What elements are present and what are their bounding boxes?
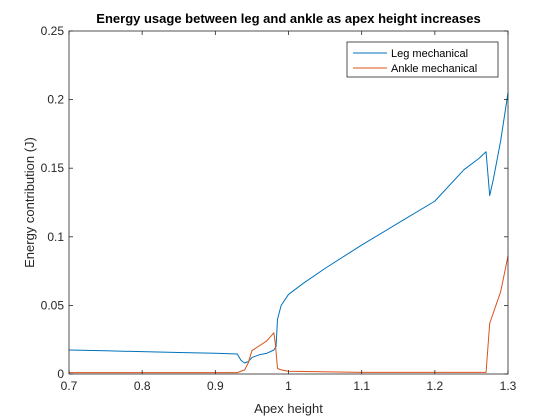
- series-line-leg-mechanical: [68, 92, 509, 364]
- x-tick-label: 1.2: [426, 379, 443, 393]
- x-tick-label: 0.7: [61, 379, 78, 393]
- legend-label: Ankle mechanical: [391, 63, 477, 75]
- legend-box: [346, 41, 499, 78]
- chart-title: Energy usage between leg and ankle as ap…: [96, 11, 480, 26]
- y-tick-label: 0.15: [41, 161, 65, 175]
- y-tick-label: 0: [57, 367, 64, 381]
- plot-area: [69, 31, 508, 374]
- series-line-ankle-mechanical: [69, 255, 509, 374]
- y-tick-label: 0.1: [47, 230, 64, 244]
- y-tick-label: 0.05: [41, 298, 65, 312]
- x-tick-label: 1.1: [353, 379, 370, 393]
- x-axis-label: Apex height: [254, 401, 323, 416]
- x-axis: 0.7 0.8 0.9 1 1.1 1.2 1.3: [61, 31, 517, 393]
- series-layer: [68, 92, 509, 374]
- x-tick-label: 1: [285, 379, 292, 393]
- x-tick-label: 0.8: [134, 379, 151, 393]
- y-tick-label: 0.25: [41, 24, 65, 38]
- x-tick-label: 0.9: [207, 379, 224, 393]
- x-tick-label: 1.3: [500, 379, 517, 393]
- legend-label: Leg mechanical: [391, 48, 468, 60]
- y-tick-label: 0.2: [47, 93, 64, 107]
- y-axis-label: Energy contribution (J): [22, 137, 37, 268]
- legend: Leg mechanical Ankle mechanical: [346, 41, 499, 78]
- y-axis: 0 0.05 0.1 0.15 0.2 0.25: [41, 24, 508, 381]
